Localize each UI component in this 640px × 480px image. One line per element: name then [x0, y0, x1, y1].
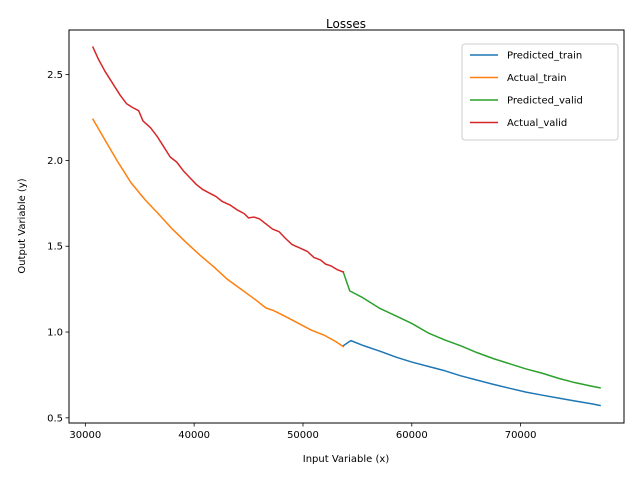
legend-label: Predicted_train [507, 51, 582, 62]
chart-title: Losses [326, 17, 366, 31]
legend-label: Predicted_valid [507, 96, 583, 107]
series-line-actual-train [91, 118, 345, 348]
y-tick-label: 2.0 [47, 156, 63, 167]
legend-box [461, 43, 619, 141]
x-tick-label: 60000 [396, 430, 428, 441]
x-axis-label: Input Variable (x) [303, 454, 390, 465]
y-tick-label: 0.5 [47, 413, 63, 424]
legend: Predicted_train Actual_train Predicted_val… [461, 43, 619, 141]
y-tick-label: 2.5 [47, 70, 63, 81]
plot-area [68, 29, 625, 424]
series-line-actual-valid [91, 46, 345, 273]
series-line-predicted-train [342, 339, 601, 407]
y-axis: 0.5 1.0 1.5 2.0 2.5 [47, 70, 69, 424]
x-axis: 30000 40000 50000 60000 70000 [69, 423, 537, 441]
y-tick-label: 1.0 [47, 328, 63, 339]
legend-label: Actual_train [507, 73, 567, 84]
x-tick-label: 70000 [505, 430, 537, 441]
x-tick-label: 30000 [69, 430, 101, 441]
y-tick-label: 1.5 [47, 242, 63, 253]
legend-label: Actual_valid [507, 118, 567, 129]
series-line-predicted-valid [342, 271, 601, 389]
x-tick-label: 40000 [178, 430, 210, 441]
y-axis-label: Output Variable (y) [17, 178, 28, 273]
x-tick-label: 50000 [287, 430, 319, 441]
series-layer [91, 46, 601, 407]
